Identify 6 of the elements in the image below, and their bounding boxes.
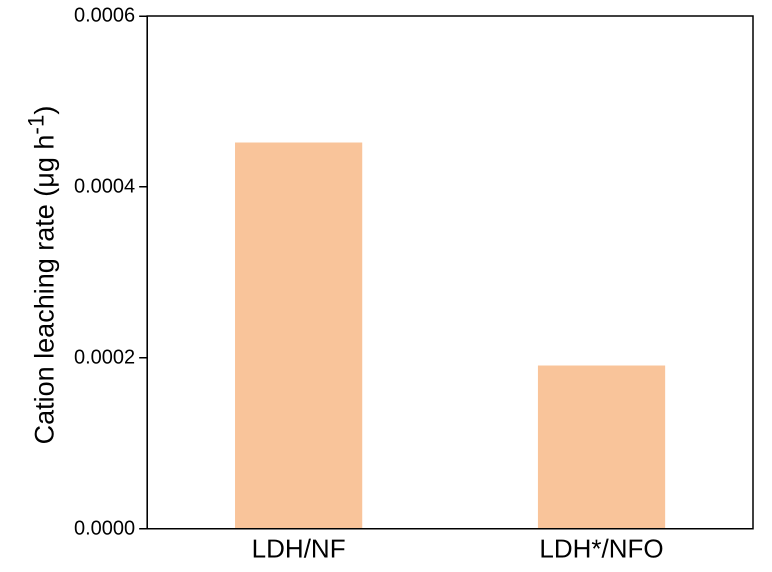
x-tick-label: LDH*/NFO: [539, 534, 664, 564]
y-tick-label: 0.0000: [74, 517, 136, 540]
x-tick-label: LDH/NF: [252, 534, 346, 564]
y-tick-label: 0.0004: [74, 175, 136, 198]
y-tick-label: 0.0006: [74, 4, 136, 27]
y-tick-label: 0.0002: [74, 346, 136, 368]
